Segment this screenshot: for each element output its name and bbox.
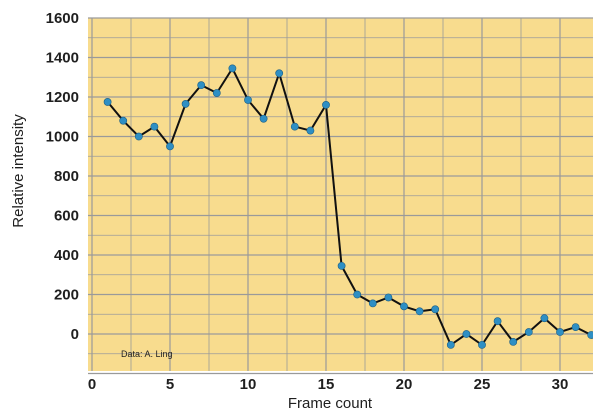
data-point [571, 323, 580, 331]
y-tick-label: 800 [54, 168, 79, 185]
data-point [119, 116, 128, 125]
data-point [415, 307, 424, 316]
data-point [197, 81, 206, 90]
series-line [106, 66, 592, 347]
grid-lines [88, 17, 593, 375]
data-point [478, 340, 486, 349]
x-tick-label: 15 [318, 376, 335, 393]
data-point [556, 328, 564, 336]
data-point [244, 96, 252, 104]
x-tick-label: 20 [396, 376, 413, 393]
data-point [212, 89, 221, 97]
data-point [462, 330, 471, 338]
x-tick-label: 0 [88, 376, 96, 393]
data-point [368, 299, 377, 308]
y-tick-label: 1400 [46, 50, 79, 67]
data-point [134, 132, 143, 141]
data-point [275, 69, 284, 78]
data-point [446, 340, 455, 349]
data-point [181, 100, 190, 108]
y-tick-label: 600 [54, 208, 79, 225]
data-point [103, 98, 112, 106]
x-axis-label: Frame count [288, 395, 373, 410]
y-tick-label: 1600 [46, 10, 79, 27]
y-axis-label: Relative intensity [10, 114, 27, 228]
y-tick-label: 1000 [46, 129, 79, 146]
data-point [493, 317, 502, 326]
data-point [259, 114, 268, 123]
x-tick-label: 5 [166, 376, 174, 393]
data-point [400, 302, 408, 311]
data-point [353, 290, 362, 299]
data-credit-annotation: Data: A. Ling [121, 349, 173, 359]
y-tick-label: 400 [54, 247, 79, 264]
y-tick-label: 200 [54, 287, 79, 304]
series-markers [103, 64, 593, 349]
data-point [306, 126, 315, 135]
x-tick-label: 10 [240, 376, 257, 393]
data-point [384, 293, 393, 302]
data-point [228, 64, 237, 73]
x-tick-label: 25 [474, 376, 491, 393]
data-point [150, 122, 159, 131]
x-tick-label: 30 [552, 376, 569, 393]
plot-area [88, 18, 593, 371]
data-point [166, 142, 174, 151]
data-point [509, 337, 518, 346]
data-point [587, 331, 593, 339]
data-point [322, 101, 330, 109]
y-tick-label: 0 [71, 326, 79, 343]
data-point [431, 305, 440, 314]
data-point [524, 328, 533, 336]
data-point [290, 122, 299, 131]
x-axis-tick-labels: 0 5 10 15 20 25 30 [88, 376, 569, 393]
y-axis-tick-labels: 0 200 400 600 800 1000 1200 1400 1600 [46, 10, 79, 343]
y-tick-label: 1200 [46, 89, 79, 106]
data-point [540, 314, 549, 323]
data-point [337, 261, 346, 270]
